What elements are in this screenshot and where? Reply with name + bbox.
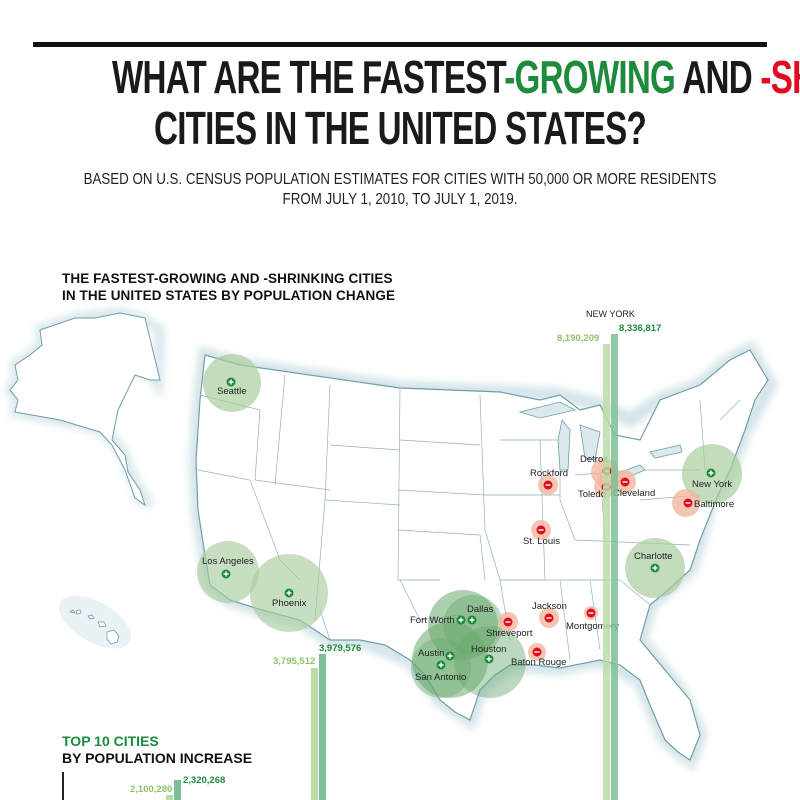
plus-icon (650, 563, 660, 573)
svg-text:Charlotte: Charlotte (634, 551, 673, 562)
bar-ny-2019 (611, 334, 618, 800)
growing-bubbles (197, 354, 742, 698)
bar-value-la-2019: 3,979,576 (319, 643, 362, 654)
plus-icon (706, 468, 716, 478)
svg-text:St. Louis: St. Louis (523, 536, 560, 547)
bar-value-ny-2010: 8,190,209 (557, 333, 600, 344)
plus-icon (484, 654, 494, 664)
svg-text:Rockford: Rockford (530, 468, 568, 479)
svg-text:New York: New York (692, 479, 732, 490)
svg-text:Baton Rouge: Baton Rouge (511, 657, 566, 668)
subtitle-line2: FROM JULY 1, 2010, TO JULY 1, 2019. (282, 191, 518, 208)
minus-icon (544, 613, 554, 623)
bar-la-2019 (319, 654, 326, 800)
plus-icon (436, 660, 446, 670)
hawaii-shape (58, 595, 132, 649)
svg-text:San Antonio: San Antonio (415, 672, 466, 683)
bar-value-houston-2010: 2,100,280 (130, 784, 173, 795)
plus-icon (226, 377, 236, 387)
great-lakes (518, 401, 683, 485)
plus-icon (467, 615, 477, 625)
page-title-line1: WHAT ARE THE FASTEST-GROWING AND -SHRINK… (112, 51, 800, 103)
title-growing-word: -GROWING (504, 51, 676, 103)
svg-text:Dallas: Dallas (467, 604, 494, 615)
svg-text:Baltimore: Baltimore (694, 499, 734, 510)
minus-icon (532, 647, 542, 657)
plus-icon (445, 651, 455, 661)
minus-icon (586, 608, 596, 618)
minus-icon (543, 480, 553, 490)
minus-icon (683, 498, 693, 508)
svg-text:Phoenix: Phoenix (272, 598, 307, 609)
bar-la-2010 (311, 668, 318, 800)
chart-axis (62, 772, 64, 800)
svg-text:Cleveland: Cleveland (613, 488, 655, 499)
bar-value-ny-2019: 8,336,817 (619, 323, 662, 334)
svg-text:Houston: Houston (471, 644, 506, 655)
alaska-shape (3, 307, 166, 510)
bar-houston-2010 (166, 795, 173, 800)
minus-icon (620, 477, 630, 487)
svg-text:Montgomery: Montgomery (566, 621, 619, 632)
plus-icon (221, 569, 231, 579)
top-rule (33, 42, 767, 47)
plus-icon (456, 615, 466, 625)
bar-label-new-york: NEW YORK (586, 309, 635, 319)
bar-houston-2019 (174, 780, 181, 800)
svg-text:Toledo: Toledo (578, 489, 606, 500)
growing-markers (221, 377, 716, 670)
map-title: THE FASTEST-GROWING AND -SHRINKING CITIE… (62, 271, 396, 303)
minus-icon (503, 617, 513, 627)
svg-text:Shreveport: Shreveport (486, 628, 533, 639)
svg-text:Detroit: Detroit (580, 454, 608, 465)
svg-text:Seattle: Seattle (217, 386, 247, 397)
svg-text:Los Angeles: Los Angeles (202, 556, 254, 567)
title-shrinking-word: -SHRINKING (760, 51, 800, 103)
top10-title: TOP 10 CITIES BY POPULATION INCREASE (62, 733, 253, 766)
us-map: Seattle Los Angeles Phoenix Fort Worth D… (3, 307, 779, 772)
svg-text:Austin: Austin (418, 648, 444, 659)
svg-text:Jackson: Jackson (532, 601, 567, 612)
city-labels: Seattle Los Angeles Phoenix Fort Worth D… (202, 386, 734, 683)
bar-value-la-2010: 3,795,512 (273, 656, 316, 667)
page-title-line2: CITIES IN THE UNITED STATES? (153, 102, 647, 154)
bar-value-houston-2019: 2,320,268 (183, 775, 226, 786)
plus-icon (284, 588, 294, 598)
svg-text:Fort Worth: Fort Worth (410, 615, 455, 626)
subtitle-line1: BASED ON U.S. CENSUS POPULATION ESTIMATE… (83, 171, 717, 188)
bar-ny-2010 (603, 344, 610, 800)
minus-icon (536, 525, 546, 535)
